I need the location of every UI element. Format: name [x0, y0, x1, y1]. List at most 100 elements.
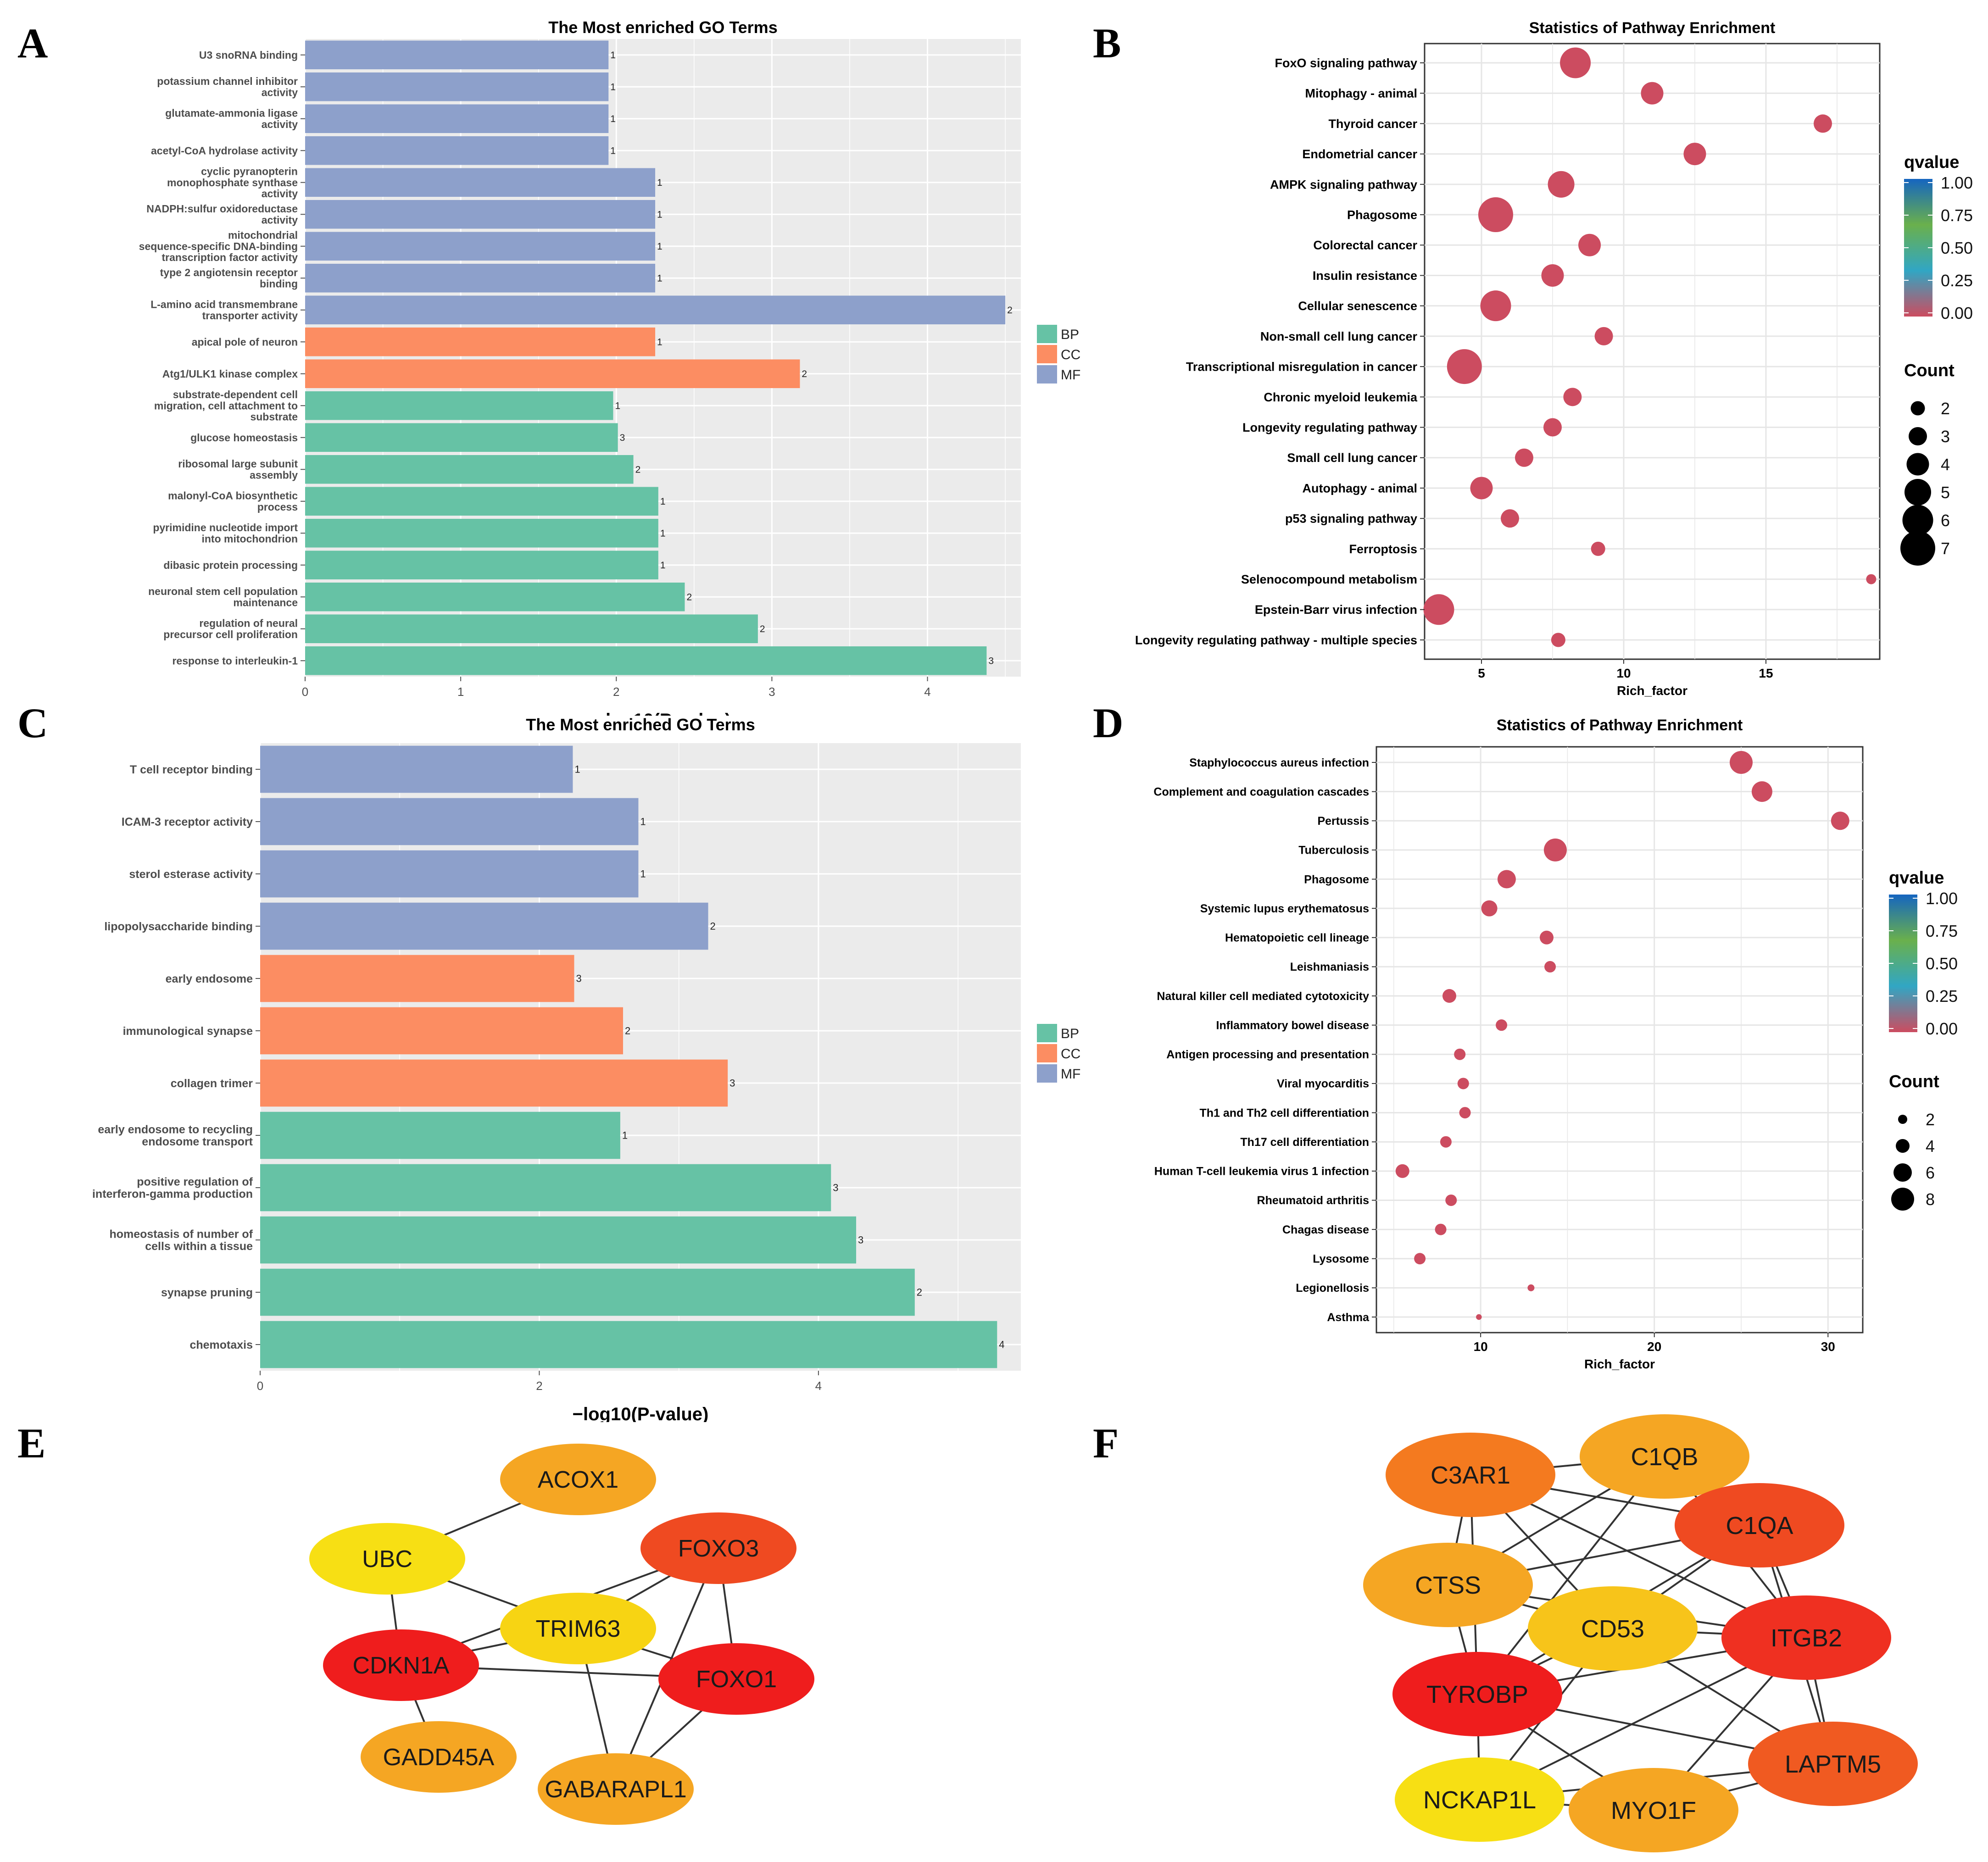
category-label: lipopolysaccharide binding — [104, 920, 253, 933]
qvalue-colorbar — [1904, 179, 1932, 317]
pathway-label: Phagosome — [1304, 873, 1369, 886]
category-label: response to interleukin-1 — [172, 655, 298, 667]
pathway-label: Thyroid cancer — [1328, 117, 1417, 131]
count-label: 1 — [640, 868, 646, 880]
bar — [305, 518, 658, 548]
x-tick-label: 20 — [1647, 1340, 1661, 1354]
bar — [305, 391, 613, 420]
count-label: 1 — [660, 496, 666, 507]
pathway-dot — [1814, 114, 1832, 133]
pathway-dot — [1541, 264, 1564, 287]
pathway-label: Insulin resistance — [1313, 269, 1417, 283]
gene-label: TYROBP — [1426, 1681, 1528, 1708]
pathway-label: Selenocompound metabolism — [1241, 572, 1417, 586]
plot-background — [260, 743, 1021, 1371]
bar — [305, 582, 685, 611]
bar — [260, 1268, 915, 1316]
legend-label: MF — [1061, 1067, 1080, 1082]
network-edge — [1476, 1456, 1665, 1695]
count-legend-dot — [1891, 1188, 1914, 1211]
x-axis-title: Rich_factor — [1617, 684, 1687, 698]
pathway-label: Autophagy - animal — [1302, 481, 1417, 495]
bar — [305, 327, 656, 356]
count-label: 1 — [610, 82, 616, 93]
pathway-dot — [1641, 82, 1664, 105]
pathway-label: Antigen processing and presentation — [1166, 1048, 1369, 1061]
qvalue-legend-label: 1.00 — [1941, 173, 1973, 192]
panel-letter-b: B — [1093, 20, 1121, 67]
count-label: 2 — [710, 921, 716, 932]
qvalue-legend-label: 0.50 — [1926, 954, 1958, 973]
count-legend-dot — [1893, 1163, 1912, 1182]
count-label: 4 — [999, 1339, 1004, 1351]
bar — [305, 614, 758, 644]
plot-background — [305, 39, 1021, 677]
gene-label: GABARAPL1 — [545, 1776, 686, 1803]
bar — [260, 1059, 728, 1107]
legend-key — [1037, 365, 1057, 384]
gene-node — [538, 1753, 694, 1825]
count-label: 1 — [660, 560, 666, 571]
count-legend-dot — [1898, 1115, 1907, 1124]
x-tick-label: 3 — [768, 685, 775, 699]
count-label: 1 — [657, 178, 663, 188]
pathway-label: Non-small cell lung cancer — [1260, 329, 1418, 343]
category-label: type 2 angiotensin receptor binding — [160, 267, 298, 289]
bar — [260, 798, 639, 845]
pathway-label: Longevity regulating pathway - multiple … — [1135, 633, 1417, 647]
pathway-dot — [1683, 143, 1706, 166]
pathway-label: Pertussis — [1317, 815, 1369, 828]
plot-frame — [1424, 43, 1881, 660]
count-label: 2 — [625, 1025, 630, 1037]
category-label: cyclic pyranopterin monophosphate synthas… — [167, 166, 298, 200]
category-label: potassium channel inhibitor activity — [157, 75, 298, 98]
chart-title: The Most enriched GO Terms — [526, 715, 755, 734]
pathway-label: Tuberculosis — [1298, 844, 1369, 857]
x-tick-label: 0 — [302, 685, 308, 699]
count-label: 1 — [657, 241, 663, 252]
count-label: 1 — [657, 273, 663, 284]
bar — [305, 455, 634, 484]
pathway-label: Ferroptosis — [1349, 542, 1417, 556]
count-legend-dot — [1906, 453, 1929, 476]
pathway-dot — [1476, 1314, 1482, 1320]
pathway-label: Chagas disease — [1282, 1223, 1369, 1236]
pathway-label: Natural killer cell mediated cytotoxicit… — [1157, 990, 1369, 1003]
panel-letter-f: F — [1093, 1420, 1119, 1467]
gene-node — [500, 1593, 656, 1664]
category-label: mitochondrial sequence-specific DNA-bindi… — [139, 229, 298, 263]
x-tick-label: 10 — [1616, 666, 1631, 680]
count-legend-label: 6 — [1926, 1163, 1935, 1182]
count-legend-title: Count — [1889, 1072, 1939, 1091]
bar — [260, 745, 573, 793]
gene-label: UBC — [362, 1546, 412, 1573]
legend-label: MF — [1061, 367, 1080, 383]
panel-b: FoxO signaling pathway Mitophagy - animal… — [1083, 9, 1988, 716]
bar — [260, 955, 574, 1002]
category-label: neuronal stem cell population maintenance — [148, 585, 298, 608]
gene-label: ITGB2 — [1771, 1624, 1842, 1652]
category-label: glutamate-ammonia ligase activity — [165, 107, 298, 130]
panel-c: T cell receptor binding 1 ICAM-3 receptor … — [60, 706, 1092, 1422]
category-label: glucose homeostasis — [190, 432, 298, 444]
x-tick-label: 0 — [257, 1379, 263, 1393]
pathway-label: Small cell lung cancer — [1287, 451, 1417, 465]
gene-node — [1721, 1595, 1891, 1680]
qvalue-legend-label: 1.00 — [1926, 889, 1958, 908]
count-label: 1 — [660, 528, 666, 539]
pathway-dot — [1543, 418, 1562, 437]
count-label: 1 — [657, 210, 663, 220]
bar — [260, 1007, 623, 1055]
count-label: 1 — [640, 816, 646, 828]
x-axis-title: −log10(P-value) — [573, 1404, 709, 1422]
chart-title: The Most enriched GO Terms — [548, 18, 777, 37]
category-label: NADPH:sulfur oxidoreductase activity — [146, 203, 298, 226]
pathway-label: Th17 cell differentiation — [1240, 1136, 1369, 1149]
qvalue-legend-label: 0.00 — [1941, 304, 1973, 322]
pathway-label: Transcriptional misregulation in cancer — [1186, 360, 1418, 374]
x-tick-label: 5 — [1478, 666, 1485, 680]
count-legend-label: 6 — [1941, 511, 1950, 530]
pathway-label: Epstein-Barr virus infection — [1255, 603, 1417, 617]
pathway-dot — [1591, 541, 1605, 556]
gene-node — [1395, 1757, 1565, 1842]
